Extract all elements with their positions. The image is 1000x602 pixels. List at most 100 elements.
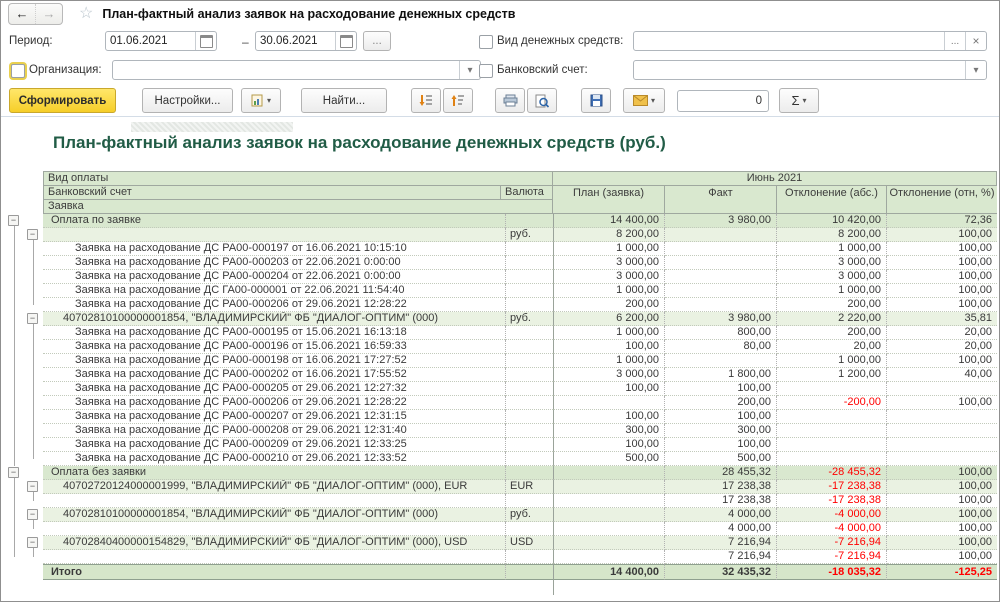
- cash-type-input[interactable]: [634, 33, 944, 49]
- report-row[interactable]: Заявка на расходование ДС РА00-000202 от…: [5, 368, 997, 382]
- report-row[interactable]: Заявка на расходование ДС РА00-000198 от…: [5, 354, 997, 368]
- generate-button[interactable]: Сформировать: [9, 88, 116, 113]
- org-input[interactable]: [113, 62, 459, 78]
- deviation-rel-cell: [887, 424, 997, 438]
- tree-cell: [24, 270, 43, 284]
- tree-cell: [24, 368, 43, 382]
- report-row[interactable]: Заявка на расходование ДС РА00-000203 от…: [5, 256, 997, 270]
- calendar-icon[interactable]: [335, 32, 356, 50]
- tree-cell: [24, 326, 43, 340]
- report-row[interactable]: −40702810100000001854, "ВЛАДИМИРСКИЙ" ФБ…: [5, 312, 997, 326]
- report-row[interactable]: − руб. 8 200,00 8 200,00 100,00: [5, 228, 997, 242]
- report-row[interactable]: Заявка на расходование ДС ГА00-000001 от…: [5, 284, 997, 298]
- report-row[interactable]: 17 238,38 -17 238,38 100,00: [5, 494, 997, 508]
- cash-type-field: ... ×: [633, 31, 987, 51]
- print-button[interactable]: [495, 88, 525, 113]
- report-row[interactable]: Заявка на расходование ДС РА00-000196 от…: [5, 340, 997, 354]
- report-row[interactable]: − Оплата по заявке 14 400,00 3 980,00 10 420…: [5, 214, 997, 228]
- report-row[interactable]: Заявка на расходование ДС РА00-000207 от…: [5, 410, 997, 424]
- deviation-abs-cell: -4 000,00: [777, 522, 887, 536]
- plan-cell: 3 000,00: [553, 270, 665, 284]
- bank-account-input[interactable]: [634, 62, 965, 78]
- print-preview-button[interactable]: [527, 88, 557, 113]
- deviation-abs-cell: 20,00: [777, 340, 887, 354]
- chevron-down-icon[interactable]: ▾: [459, 61, 480, 79]
- tree-cell: [24, 382, 43, 396]
- plan-cell: [553, 494, 665, 508]
- collapse-group-icon[interactable]: −: [27, 313, 38, 324]
- period-to-input[interactable]: [256, 33, 335, 49]
- report-row[interactable]: Заявка на расходование ДС РА00-000210 от…: [5, 452, 997, 466]
- collapse-group-icon[interactable]: −: [27, 509, 38, 520]
- collapse-group-icon[interactable]: −: [27, 229, 38, 240]
- org-checkbox[interactable]: [11, 64, 25, 78]
- report-row[interactable]: −40702720124000001999, "ВЛАДИМИРСКИЙ" ФБ…: [5, 480, 997, 494]
- counter-field[interactable]: [677, 89, 769, 112]
- tree-cell: −: [24, 312, 43, 326]
- deviation-rel-cell: 100,00: [887, 284, 997, 298]
- report-row[interactable]: Заявка на расходование ДС РА00-000209 от…: [5, 438, 997, 452]
- deviation-abs-cell: -18 035,32: [777, 564, 887, 580]
- report-row[interactable]: − Оплата без заявки 28 455,32 -28 455,32 100…: [5, 466, 997, 480]
- sigma-icon: Σ: [791, 93, 800, 108]
- currency-cell: [505, 354, 553, 368]
- expand-groups-button[interactable]: [411, 88, 441, 113]
- report-row[interactable]: Заявка на расходование ДС РА00-000204 от…: [5, 270, 997, 284]
- fact-cell: 800,00: [665, 326, 777, 340]
- collapse-groups-button[interactable]: [443, 88, 473, 113]
- deviation-abs-cell: [777, 410, 887, 424]
- clear-icon[interactable]: ×: [965, 32, 986, 50]
- report-row[interactable]: Заявка на расходование ДС РА00-000195 от…: [5, 326, 997, 340]
- period-dash: –: [242, 35, 249, 49]
- report-row[interactable]: 7 216,94 -7 216,94 100,00: [5, 550, 997, 564]
- header-payment-type: Вид оплаты: [43, 171, 553, 185]
- deviation-abs-cell: 1 200,00: [777, 368, 887, 382]
- settings-button[interactable]: Настройки...: [142, 88, 233, 113]
- collapse-group-icon[interactable]: −: [27, 537, 38, 548]
- row-text: Заявка на расходование ДС РА00-000210 от…: [43, 452, 505, 466]
- collapse-group-icon[interactable]: −: [27, 481, 38, 492]
- forward-icon[interactable]: →: [35, 4, 62, 24]
- tree-cell: [5, 536, 24, 550]
- choose-icon[interactable]: ...: [944, 32, 965, 50]
- plan-cell: 200,00: [553, 298, 665, 312]
- report-row[interactable]: Заявка на расходование ДС РА00-000208 от…: [5, 424, 997, 438]
- bank-account-label: Банковский счет:: [497, 64, 588, 76]
- currency-cell: [505, 564, 553, 580]
- collapse-group-icon[interactable]: −: [8, 215, 19, 226]
- cash-type-checkbox[interactable]: [479, 35, 493, 49]
- back-icon[interactable]: ←: [15, 6, 29, 21]
- preview-icon: [535, 94, 549, 108]
- deviation-abs-cell: -7 216,94: [777, 536, 887, 550]
- calendar-icon[interactable]: [195, 32, 216, 50]
- period-more-button[interactable]: ...: [363, 31, 391, 51]
- currency-cell: руб.: [505, 312, 553, 326]
- period-from-input[interactable]: [106, 33, 195, 49]
- tree-cell: [5, 284, 24, 298]
- deviation-rel-cell: 100,00: [887, 298, 997, 312]
- row-text: 40702720124000001999, "ВЛАДИМИРСКИЙ" ФБ …: [43, 480, 505, 494]
- collapse-group-icon[interactable]: −: [8, 467, 19, 478]
- report-row[interactable]: 4 000,00 -4 000,00 100,00: [5, 522, 997, 536]
- find-button[interactable]: Найти...: [301, 88, 387, 113]
- report-row[interactable]: −40702840400000154829, "ВЛАДИМИРСКИЙ" ФБ…: [5, 536, 997, 550]
- deviation-rel-cell: 100,00: [887, 228, 997, 242]
- report-row[interactable]: Заявка на расходование ДС РА00-000205 от…: [5, 382, 997, 396]
- report-total-row[interactable]: Итого 14 400,00 32 435,32 -18 035,32 -125,25: [5, 564, 997, 580]
- currency-cell: [505, 368, 553, 382]
- currency-cell: [505, 326, 553, 340]
- report-row[interactable]: Заявка на расходование ДС РА00-000197 от…: [5, 242, 997, 256]
- fact-cell: [665, 298, 777, 312]
- report-variants-button[interactable]: ▾: [241, 88, 281, 113]
- autosum-button[interactable]: Σ ▾: [779, 88, 819, 113]
- favorite-star-icon[interactable]: ☆: [79, 5, 94, 22]
- floppy-disk-icon: [590, 94, 603, 107]
- bank-account-checkbox[interactable]: [479, 64, 493, 78]
- save-button[interactable]: [581, 88, 611, 113]
- report-row[interactable]: −40702810100000001854, "ВЛАДИМИРСКИЙ" ФБ…: [5, 508, 997, 522]
- period-label: Период:: [9, 35, 53, 47]
- report-row[interactable]: Заявка на расходование ДС РА00-000206 от…: [5, 298, 997, 312]
- report-row[interactable]: Заявка на расходование ДС РА00-000206 от…: [5, 396, 997, 410]
- send-email-button[interactable]: ▾: [623, 88, 665, 113]
- chevron-down-icon[interactable]: ▾: [965, 61, 986, 79]
